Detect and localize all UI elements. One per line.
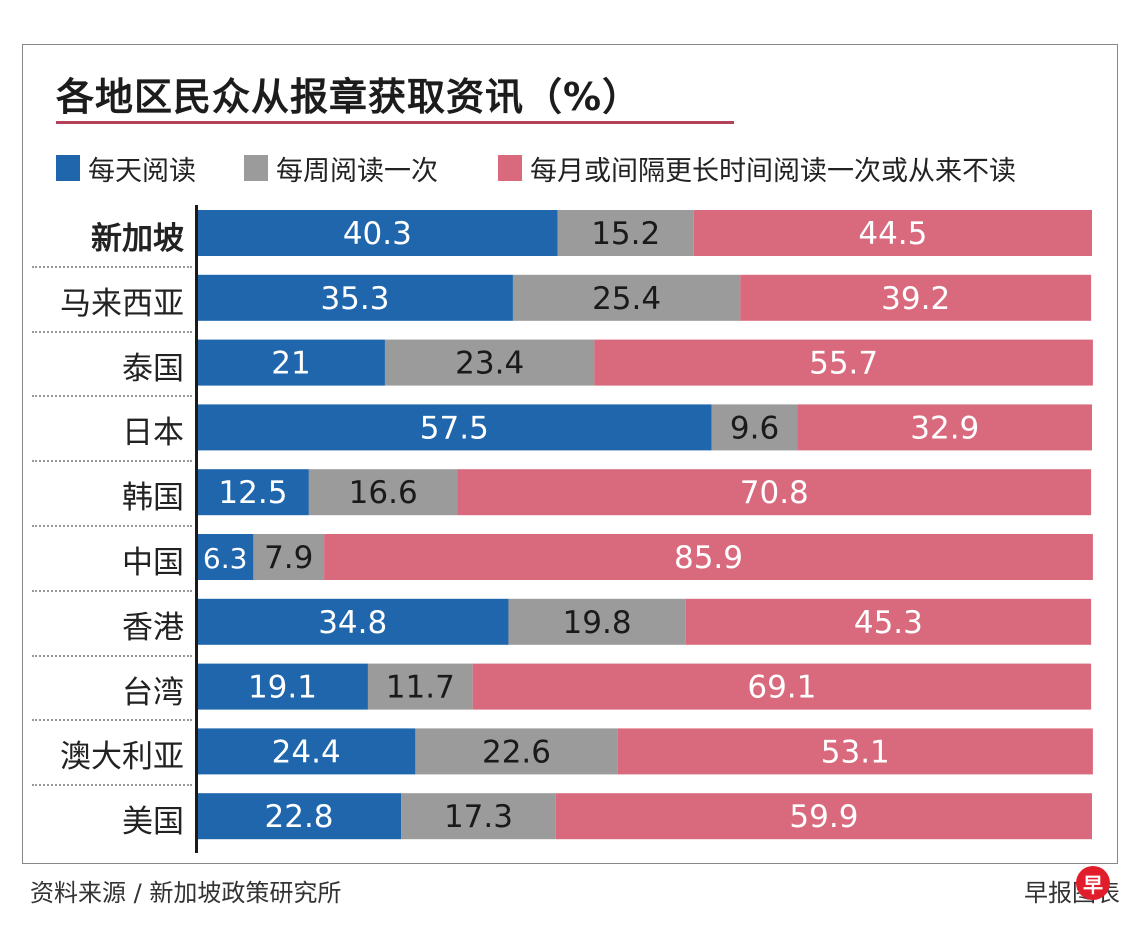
title-underline xyxy=(56,121,734,124)
bar-value-label: 12.5 xyxy=(218,475,287,511)
bar-monthly xyxy=(472,663,1092,710)
bar-monthly xyxy=(685,598,1092,645)
legend-item-monthly: 每月或间隔更长时间阅读一次或从来不读 xyxy=(498,148,1016,188)
bar-value-label: 40.3 xyxy=(343,216,412,252)
bar-value-label: 9.6 xyxy=(730,410,779,446)
bar-daily xyxy=(197,274,513,321)
bar-weekly xyxy=(308,469,458,516)
bar-value-label: 55.7 xyxy=(809,346,878,382)
bar-monthly xyxy=(594,339,1093,386)
row-divider xyxy=(32,395,192,398)
bar-value-label: 39.2 xyxy=(881,281,950,317)
bar-monthly xyxy=(457,469,1092,516)
row-divider xyxy=(32,460,192,463)
legend-label-monthly: 每月或间隔更长时间阅读一次或从来不读 xyxy=(530,155,1016,187)
bar-value-label: 19.8 xyxy=(563,605,632,641)
bar-monthly xyxy=(797,404,1092,451)
category-labels: 新加坡马来西亚泰国日本韩国中国香港台湾澳大利亚美国 xyxy=(0,0,184,934)
bar-weekly xyxy=(384,339,595,386)
bar-value-label: 25.4 xyxy=(592,281,661,317)
row-divider xyxy=(32,330,192,333)
bar-weekly xyxy=(512,274,741,321)
bar-value-label: 57.5 xyxy=(420,410,489,446)
bar-monthly xyxy=(740,274,1092,321)
category-label: 泰国 xyxy=(122,350,184,387)
bar-daily xyxy=(197,339,385,386)
bar-value-label: 59.9 xyxy=(789,799,858,835)
bar-value-label: 22.8 xyxy=(265,799,334,835)
legend-label-weekly: 每周阅读一次 xyxy=(276,155,438,187)
bar-weekly xyxy=(711,404,798,451)
bar-daily xyxy=(197,728,416,775)
bar-daily xyxy=(197,598,509,645)
legend-swatch-weekly xyxy=(244,155,268,181)
bar-daily xyxy=(197,663,368,710)
y-axis-line xyxy=(195,205,198,853)
bar-value-label: 85.9 xyxy=(674,540,743,576)
bar-value-label: 24.4 xyxy=(272,734,341,770)
bar-monthly xyxy=(324,534,1093,580)
row-divider xyxy=(32,654,192,657)
bar-value-label: 45.3 xyxy=(854,605,923,641)
bar-weekly xyxy=(401,793,556,840)
bar-value-label: 69.1 xyxy=(747,670,816,706)
row-divider xyxy=(32,719,192,722)
bar-value-label: 53.1 xyxy=(821,734,890,770)
category-label: 澳大利亚 xyxy=(60,739,184,776)
bar-value-label: 17.3 xyxy=(444,799,513,835)
category-label: 马来西亚 xyxy=(60,285,184,322)
category-label: 新加坡 xyxy=(91,221,184,257)
bar-weekly xyxy=(367,663,473,710)
bar-monthly xyxy=(617,728,1093,775)
category-label: 美国 xyxy=(122,804,184,841)
bar-value-label: 6.3 xyxy=(203,542,248,575)
bar-value-label: 32.9 xyxy=(910,410,979,446)
chart-title: 各地区民众从报章获取资讯（%） xyxy=(56,75,642,119)
legend-swatch-daily xyxy=(56,155,80,181)
zaobao-logo: 早 xyxy=(1076,866,1110,900)
category-label: 香港 xyxy=(122,609,184,646)
bar-daily xyxy=(197,469,309,516)
bar-monthly xyxy=(693,210,1092,256)
legend-item-weekly: 每周阅读一次 xyxy=(244,148,438,188)
bar-daily xyxy=(197,210,558,256)
category-label: 台湾 xyxy=(122,674,184,711)
bar-monthly xyxy=(555,793,1092,840)
bar-value-label: 21 xyxy=(271,346,310,382)
row-divider xyxy=(32,784,192,787)
bar-daily xyxy=(197,404,712,451)
bar-weekly xyxy=(557,210,694,256)
bar-value-label: 19.1 xyxy=(248,670,317,706)
bar-value-label: 16.6 xyxy=(349,475,418,511)
bar-value-label: 7.9 xyxy=(264,540,313,576)
chart-frame xyxy=(22,44,1118,864)
bar-value-label: 44.5 xyxy=(858,216,927,252)
bar-weekly xyxy=(508,598,686,645)
bar-daily xyxy=(197,793,402,840)
row-divider xyxy=(32,589,192,592)
bar-value-label: 22.6 xyxy=(482,734,551,770)
bar-value-label: 15.2 xyxy=(591,216,660,252)
category-label: 中国 xyxy=(122,545,184,581)
bar-weekly xyxy=(415,728,618,775)
source-note: 资料来源 / 新加坡政策研究所 xyxy=(30,879,342,907)
row-divider xyxy=(32,265,192,268)
legend-item-daily: 每天阅读 xyxy=(56,148,196,188)
bar-weekly xyxy=(253,534,325,580)
bar-value-label: 11.7 xyxy=(386,670,455,706)
category-label: 日本 xyxy=(122,415,184,452)
bar-value-label: 70.8 xyxy=(740,475,809,511)
bar-daily xyxy=(197,534,254,580)
category-label: 韩国 xyxy=(122,480,184,517)
legend-label-daily: 每天阅读 xyxy=(88,155,196,187)
bar-value-label: 34.8 xyxy=(318,605,387,641)
row-divider xyxy=(32,525,192,527)
legend-swatch-monthly xyxy=(498,155,522,181)
bar-value-label: 35.3 xyxy=(320,281,389,317)
bar-value-label: 23.4 xyxy=(455,346,524,382)
